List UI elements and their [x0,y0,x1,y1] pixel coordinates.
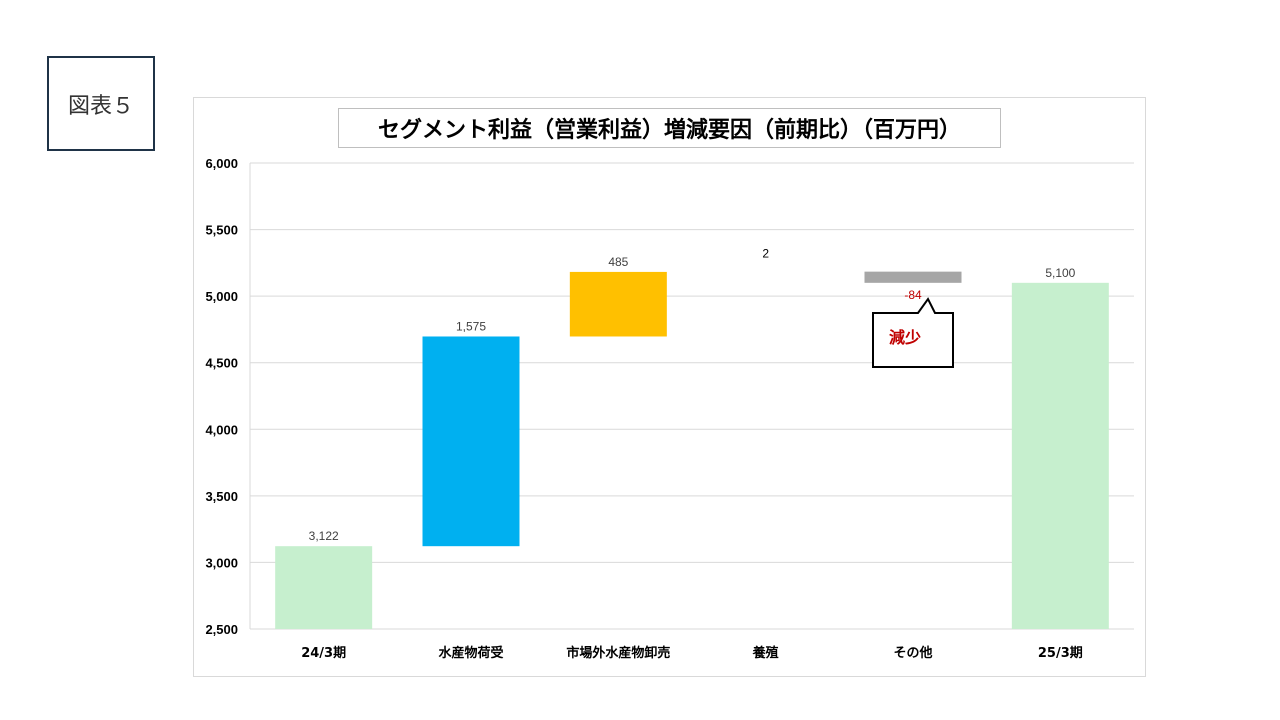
category-label: 市場外水産物卸売 [566,645,670,661]
y-tick-label: 5,500 [205,223,238,238]
y-tick-label: 4,000 [205,422,238,437]
callout-text: 減少 [889,328,921,347]
y-tick-label: 3,500 [205,489,238,504]
decrease-callout: 減少 [872,297,954,368]
bar-6 [1011,282,1109,629]
data-label: 3,122 [309,529,339,543]
y-tick-label: 6,000 [205,156,238,171]
data-label: -84 [904,288,922,302]
bar-5 [864,271,962,283]
category-label: 25/3期 [1038,646,1083,661]
bars [275,271,1109,629]
category-label: 水産物荷受 [438,645,503,661]
y-axis-ticks: 2,500 3,000 3,500 4,000 4,500 5,000 5,500 6,000 [205,156,238,637]
category-label: 養殖 [752,645,779,661]
y-tick-label: 4,500 [205,356,238,371]
gridlines [249,162,1134,630]
bar-3 [569,271,667,337]
category-label: 24/3期 [301,646,346,661]
bar-4 [717,271,815,273]
y-tick-label: 2,500 [205,622,238,637]
category-label: その他 [893,645,932,661]
y-tick-label: 5,000 [205,289,238,304]
data-label: 485 [608,255,628,269]
chart-title: セグメント利益（営業利益）増減要因（前期比）（百万円） [338,108,1001,148]
data-label: 1,575 [456,319,486,333]
x-axis-categories: 24/3期 水産物荷受 市場外水産物卸売 養殖 その他 25/3期 [301,645,1083,661]
data-label: 5,100 [1045,266,1075,280]
y-tick-label: 3,000 [205,555,238,570]
data-labels: 3,122 1,575 485 2 -84 5,100 [309,247,1076,544]
callout-box [872,297,954,368]
figure-label: 図表５ [47,56,155,151]
data-label: 2 [762,247,769,261]
bar-1 [275,546,373,629]
bar-2 [422,336,520,547]
